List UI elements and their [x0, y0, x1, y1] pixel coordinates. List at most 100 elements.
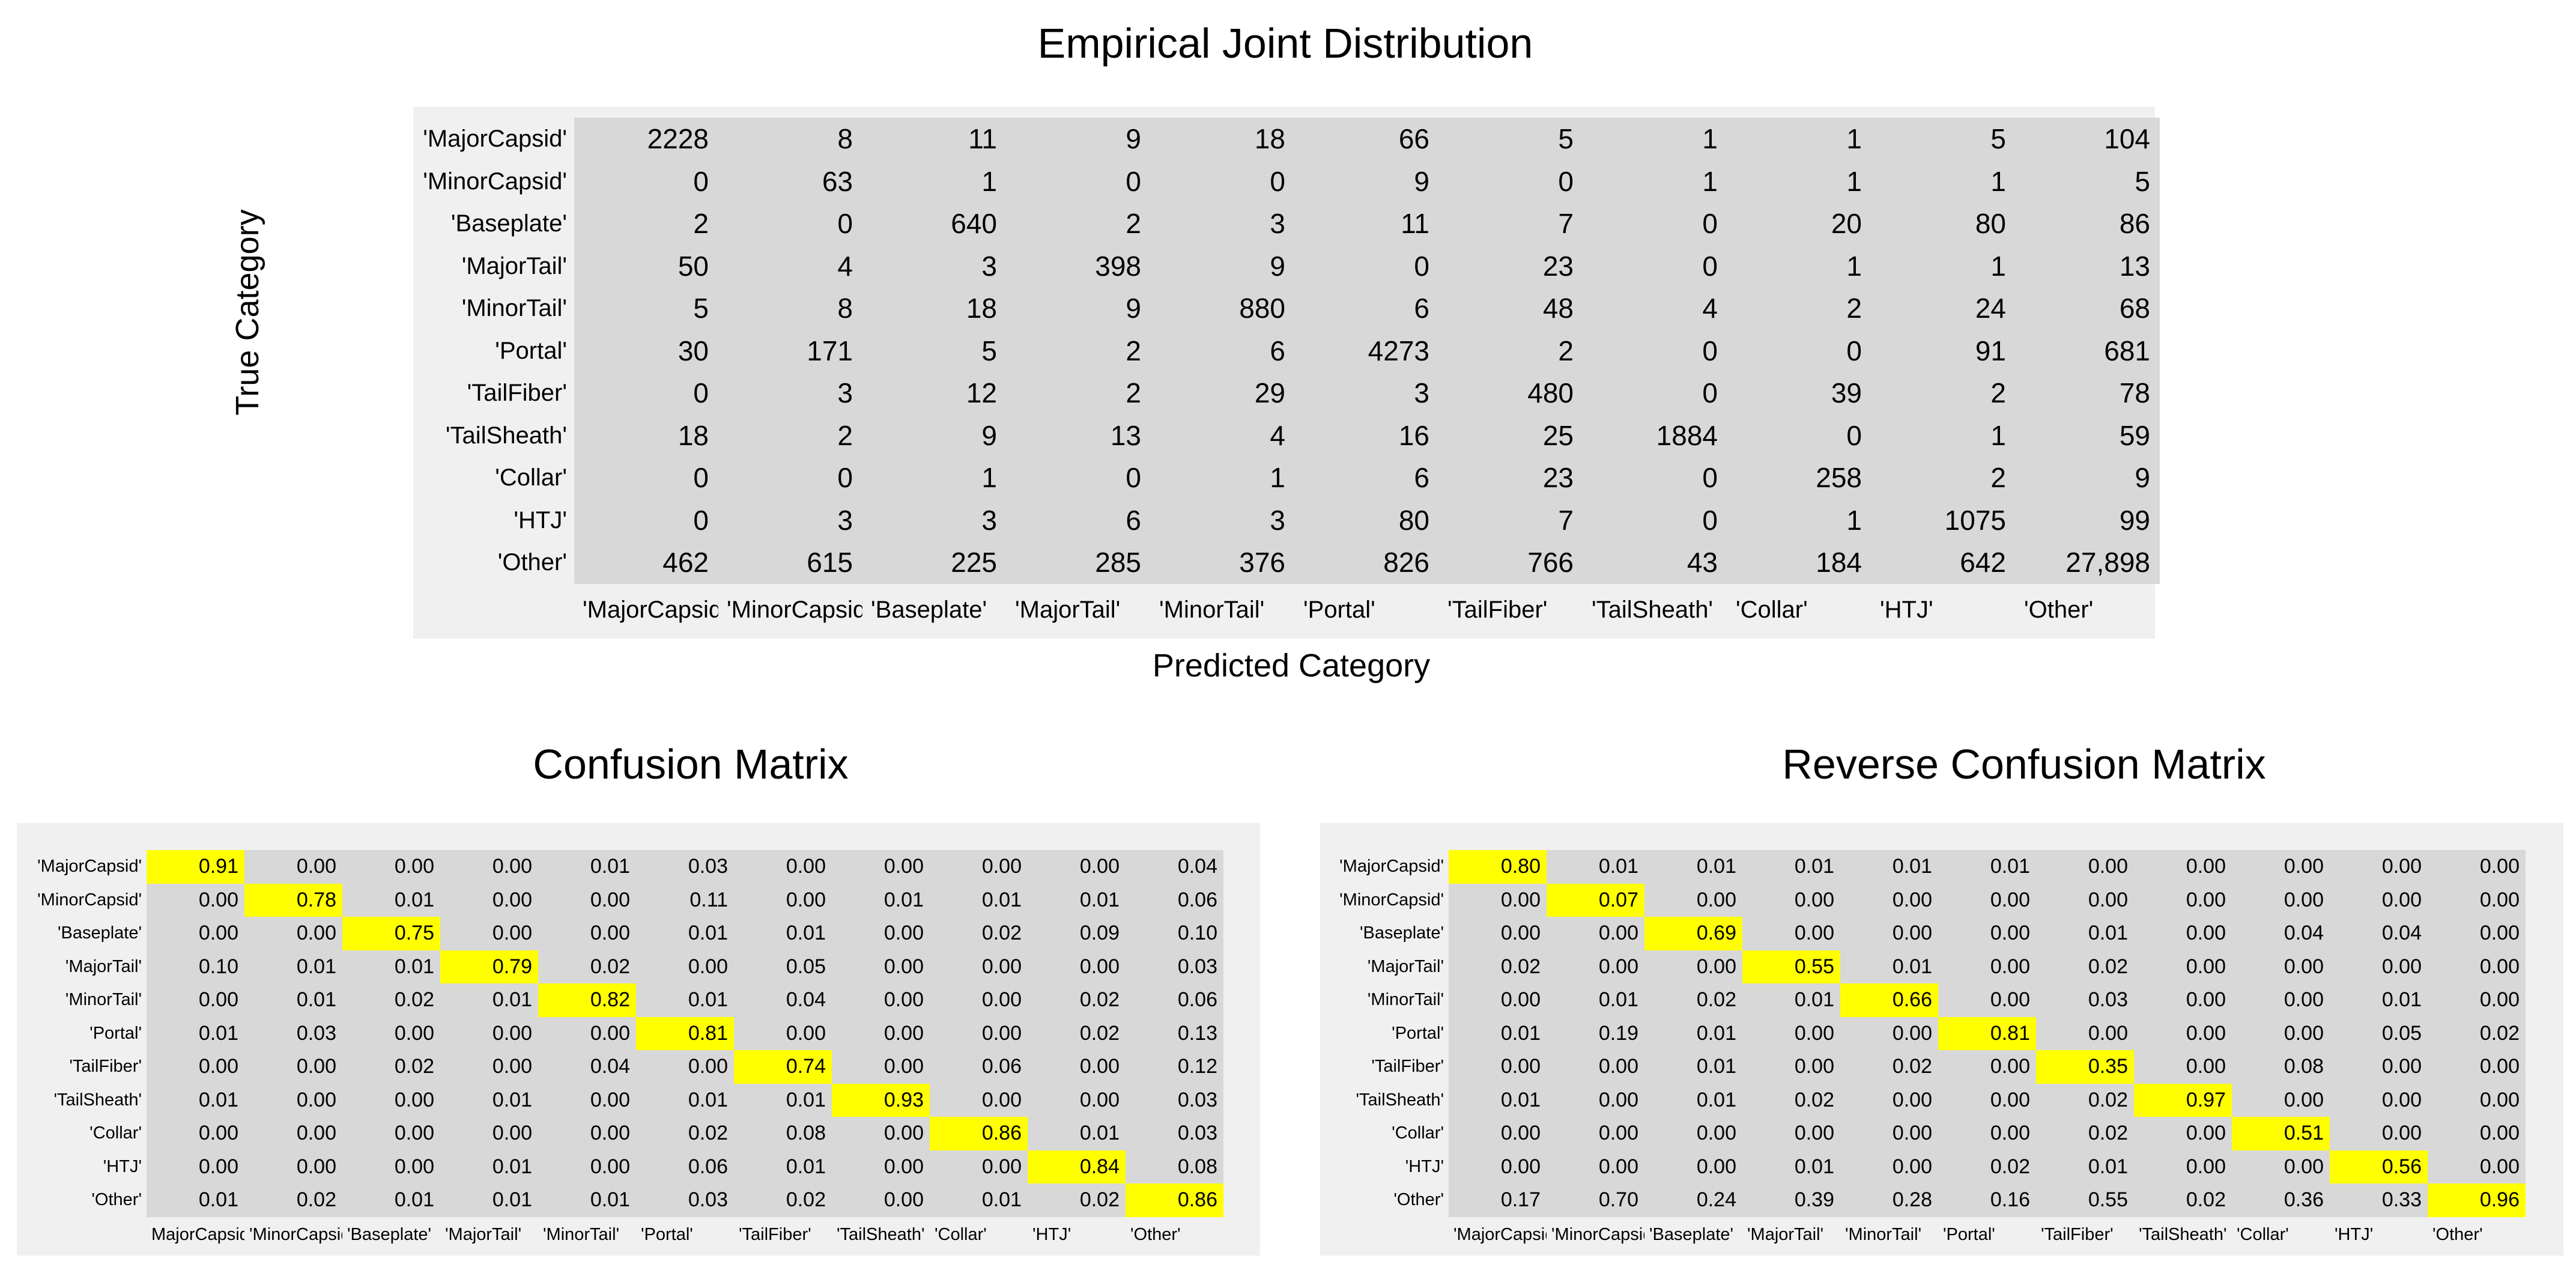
joint-row-label: 'TailFiber' [467, 380, 567, 406]
joint-cell: 4 [837, 250, 853, 282]
joint-cell: 39 [1831, 377, 1862, 409]
joint-cell: 3 [981, 250, 997, 282]
confusion-cell: 0.00 [296, 922, 336, 944]
confusion-cell: 0.00 [688, 1055, 728, 1078]
joint-cell: 3 [1270, 504, 1285, 536]
joint-cell: 615 [807, 547, 853, 578]
joint-cell: 2 [1846, 293, 1862, 324]
confusion-cell: 0.03 [688, 855, 728, 878]
confusion-cell: 0.01 [198, 1188, 238, 1211]
confusion-cell: 0.00 [198, 988, 238, 1011]
confusion-cell: 0.02 [786, 1188, 826, 1211]
reverse-cell: 0.00 [1598, 922, 1638, 944]
reverse-cell: 0.08 [2284, 1055, 2324, 1078]
joint-matrix-grid [574, 118, 2160, 584]
confusion-cell: 0.06 [981, 1055, 1022, 1078]
joint-cell: 225 [951, 547, 997, 578]
confusion-cell: 0.01 [492, 1155, 532, 1178]
confusion-cell: 0.00 [883, 1021, 924, 1045]
joint-cell: 4273 [1368, 335, 1429, 366]
confusion-cell: 0.00 [394, 1155, 434, 1178]
confusion-column-label: 'TailFiber' [739, 1224, 811, 1244]
reverse-cell: 0.70 [1598, 1188, 1638, 1211]
confusion-cell: 0.10 [1177, 922, 1217, 944]
confusion-cell: 0.84 [1028, 1150, 1126, 1183]
joint-cell: 1 [1702, 123, 1718, 154]
confusion-cell: 0.75 [342, 917, 440, 950]
confusion-cell: 0.93 [832, 1083, 930, 1117]
reverse-cell: 0.00 [2479, 855, 2520, 878]
joint-cell: 63 [822, 165, 853, 197]
joint-row-label: 'HTJ' [514, 506, 567, 533]
confusion-cell: 0.01 [786, 922, 826, 944]
confusion-cell: 0.03 [1177, 955, 1217, 978]
joint-cell: 18 [1254, 123, 1285, 154]
confusion-cell: 0.04 [1177, 855, 1217, 878]
confusion-cell: 0.00 [883, 1155, 924, 1178]
reverse-column-label: 'MinorTail' [1845, 1224, 1922, 1244]
confusion-cell: 0.01 [296, 955, 336, 978]
joint-cell: 9 [1126, 123, 1141, 154]
joint-row-label: 'MinorTail' [461, 295, 567, 321]
joint-cell: 376 [1239, 547, 1285, 578]
confusion-cell: 0.01 [296, 988, 336, 1011]
reverse-column-label: 'TailSheath' [2139, 1224, 2227, 1244]
reverse-cell: 0.17 [1500, 1188, 1541, 1211]
reverse-row-label: 'MinorCapsid' [1339, 890, 1444, 910]
reverse-cell: 0.00 [2088, 1021, 2128, 1045]
confusion-cell: 0.00 [198, 922, 238, 944]
confusion-cell: 0.00 [394, 1122, 434, 1144]
confusion-cell: 0.00 [198, 1155, 238, 1178]
confusion-cell: 0.04 [590, 1055, 630, 1078]
joint-column-label: 'TailSheath' [1592, 596, 1714, 623]
reverse-cell: 0.00 [1598, 1088, 1638, 1111]
confusion-row-label: 'TailSheath' [53, 1090, 142, 1110]
confusion-cell: 0.00 [981, 1088, 1022, 1111]
reverse-column-label: 'TailFiber' [2041, 1224, 2114, 1244]
confusion-cell: 0.03 [1177, 1122, 1217, 1144]
confusion-cell: 0.00 [883, 1055, 924, 1078]
reverse-cell: 0.00 [2381, 1122, 2422, 1144]
reverse-cell: 0.01 [1696, 1088, 1736, 1111]
confusion-cell: 0.02 [394, 988, 434, 1011]
reverse-column-label: 'Collar' [2237, 1224, 2289, 1244]
confusion-column-label: 'MinorCapsid' [249, 1224, 342, 1244]
joint-cell: 3 [837, 377, 853, 409]
joint-cell: 25 [1542, 419, 1574, 451]
confusion-cell: 0.01 [590, 1188, 630, 1211]
reverse-cell: 0.00 [2284, 855, 2324, 878]
joint-cell: 20 [1831, 208, 1862, 239]
reverse-cell: 0.00 [2381, 1088, 2422, 1111]
reverse-row-label: 'TailFiber' [1371, 1057, 1444, 1076]
joint-column-label: 'Other' [2024, 596, 2094, 623]
confusion-row-label: 'MajorTail' [65, 956, 142, 976]
reverse-cell: 0.00 [2186, 1155, 2226, 1178]
confusion-column-label: 'Collar' [935, 1224, 987, 1244]
reverse-cell: 0.04 [2381, 922, 2422, 944]
reverse-cell: 0.00 [1990, 1088, 2030, 1111]
reverse-cell: 0.00 [2479, 1155, 2520, 1178]
confusion-cell: 0.00 [786, 888, 826, 911]
reverse-cell: 0.02 [1500, 955, 1541, 978]
confusion-cell: 0.01 [492, 988, 532, 1011]
reverse-column-label: 'Portal' [1943, 1224, 1995, 1244]
joint-cell: 2 [1126, 208, 1141, 239]
joint-cell: 6 [1126, 504, 1141, 536]
confusion-row-label: 'Other' [91, 1190, 142, 1209]
confusion-cell: 0.00 [786, 855, 826, 878]
reverse-cell: 0.28 [1892, 1188, 1932, 1211]
reverse-cell: 0.00 [2479, 1088, 2520, 1111]
reverse-cell: 0.00 [1794, 888, 1834, 911]
confusion-cell: 0.74 [734, 1050, 832, 1084]
joint-cell: 12 [966, 377, 997, 409]
reverse-row-label: 'HTJ' [1405, 1156, 1444, 1176]
confusion-cell: 0.01 [688, 988, 728, 1011]
confusion-cell: 0.00 [296, 1055, 336, 1078]
reverse-cell: 0.33 [2381, 1188, 2422, 1211]
reverse-cell: 0.01 [1794, 988, 1834, 1011]
joint-cell: 0 [693, 377, 709, 409]
joint-column-label: 'Collar' [1736, 596, 1808, 623]
reverse-cell: 0.36 [2284, 1188, 2324, 1211]
joint-cell: 66 [1398, 123, 1429, 154]
reverse-cell: 0.00 [1892, 1122, 1932, 1144]
